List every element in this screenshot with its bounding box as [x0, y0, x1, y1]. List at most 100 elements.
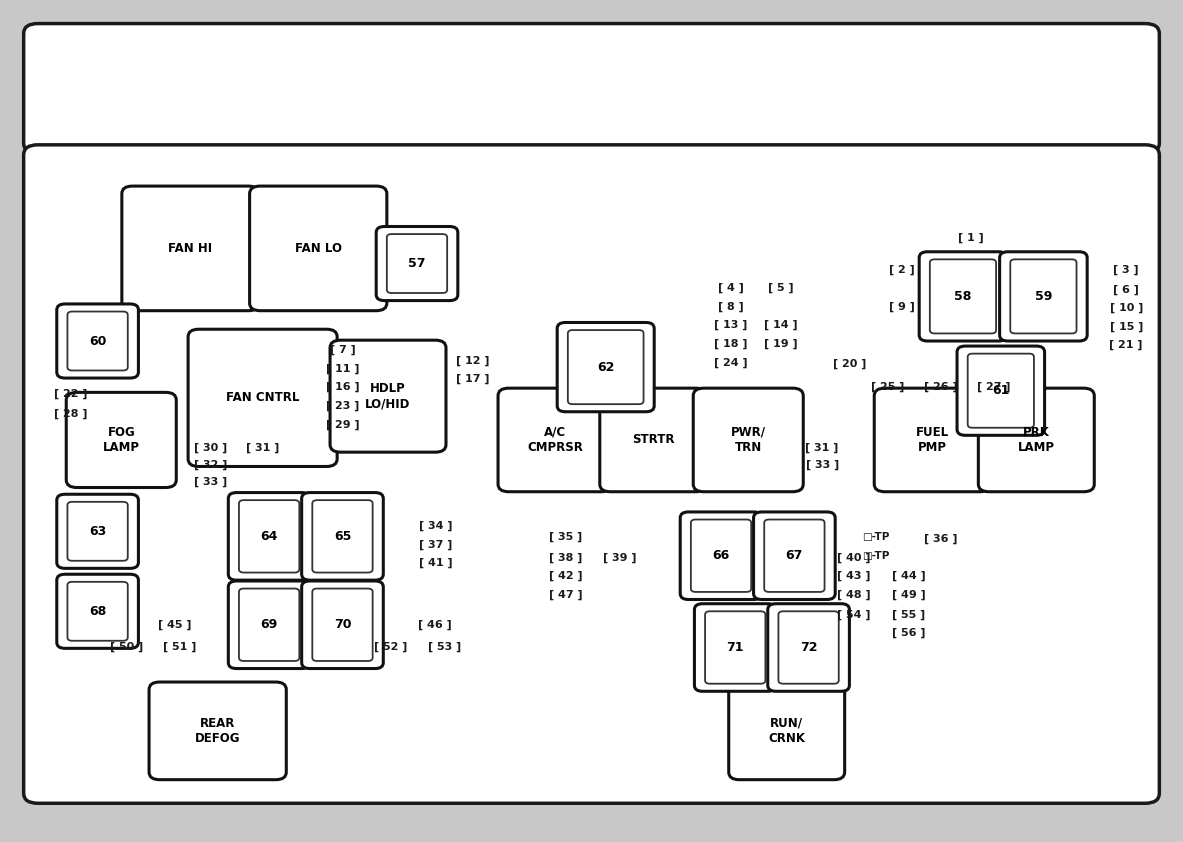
FancyBboxPatch shape	[239, 500, 299, 573]
FancyBboxPatch shape	[693, 388, 803, 492]
FancyBboxPatch shape	[228, 493, 310, 580]
Text: [ 48 ]: [ 48 ]	[838, 590, 871, 600]
Text: [ 1 ]: [ 1 ]	[958, 232, 984, 242]
FancyBboxPatch shape	[239, 589, 299, 661]
Text: [ 23 ]: [ 23 ]	[327, 401, 360, 411]
Text: [ 43 ]: [ 43 ]	[838, 571, 871, 581]
Text: [ 33 ]: [ 33 ]	[194, 477, 227, 487]
FancyBboxPatch shape	[67, 502, 128, 561]
Text: A/C
CMPRSR: A/C CMPRSR	[526, 426, 583, 454]
FancyBboxPatch shape	[957, 346, 1045, 435]
Text: [ 17 ]: [ 17 ]	[457, 374, 490, 384]
FancyBboxPatch shape	[768, 604, 849, 691]
Text: 69: 69	[260, 618, 278, 632]
Text: [ 11 ]: [ 11 ]	[327, 364, 360, 374]
FancyBboxPatch shape	[57, 494, 138, 568]
FancyBboxPatch shape	[568, 330, 644, 404]
FancyBboxPatch shape	[122, 186, 259, 311]
Text: [ 55 ]: [ 55 ]	[892, 610, 925, 620]
Text: [ 41 ]: [ 41 ]	[419, 558, 452, 568]
FancyBboxPatch shape	[24, 145, 1159, 803]
Text: 61: 61	[993, 384, 1009, 397]
Text: [ 3 ]: [ 3 ]	[1113, 264, 1139, 274]
Text: [ 2 ]: [ 2 ]	[888, 264, 914, 274]
FancyBboxPatch shape	[930, 259, 996, 333]
Text: [ 26 ]: [ 26 ]	[924, 382, 957, 392]
Text: FOG
LAMP: FOG LAMP	[103, 426, 140, 454]
FancyBboxPatch shape	[24, 24, 1159, 153]
Text: HDLP
LO/HID: HDLP LO/HID	[366, 382, 411, 410]
Text: [ 13 ]: [ 13 ]	[715, 320, 748, 330]
Text: [ 9 ]: [ 9 ]	[888, 301, 914, 312]
FancyBboxPatch shape	[67, 582, 128, 641]
FancyBboxPatch shape	[778, 611, 839, 684]
Text: [ 50 ]: [ 50 ]	[110, 642, 143, 652]
Text: [ 14 ]: [ 14 ]	[764, 320, 797, 330]
Text: [ 34 ]: [ 34 ]	[419, 521, 452, 531]
Text: □-TP: □-TP	[861, 551, 890, 561]
FancyBboxPatch shape	[57, 574, 138, 648]
Text: 57: 57	[408, 257, 426, 270]
FancyBboxPatch shape	[66, 392, 176, 488]
Text: FAN CNTRL: FAN CNTRL	[226, 392, 299, 404]
Text: PWR/
TRN: PWR/ TRN	[731, 426, 765, 454]
Text: REAR
DEFOG: REAR DEFOG	[195, 717, 240, 745]
Text: 60: 60	[89, 334, 106, 348]
Text: 58: 58	[955, 290, 971, 303]
Text: [ 31 ]: [ 31 ]	[246, 443, 279, 453]
FancyBboxPatch shape	[67, 312, 128, 370]
Text: [ 32 ]: [ 32 ]	[194, 460, 227, 470]
FancyBboxPatch shape	[330, 340, 446, 452]
FancyBboxPatch shape	[302, 493, 383, 580]
Text: [ 27 ]: [ 27 ]	[977, 382, 1010, 392]
Text: 68: 68	[89, 605, 106, 618]
Text: [ 22 ]: [ 22 ]	[54, 389, 88, 399]
FancyBboxPatch shape	[188, 329, 337, 466]
FancyBboxPatch shape	[312, 500, 373, 573]
Text: [ 28 ]: [ 28 ]	[54, 409, 88, 419]
Text: [ 4 ]: [ 4 ]	[718, 283, 744, 293]
FancyBboxPatch shape	[680, 512, 762, 600]
Text: [ 19 ]: [ 19 ]	[764, 338, 797, 349]
Text: FAN LO: FAN LO	[295, 242, 342, 255]
Text: [ 18 ]: [ 18 ]	[715, 338, 748, 349]
Text: 65: 65	[334, 530, 351, 543]
FancyBboxPatch shape	[764, 520, 825, 592]
Text: 66: 66	[712, 549, 730, 562]
FancyBboxPatch shape	[312, 589, 373, 661]
Text: [ 53 ]: [ 53 ]	[428, 642, 461, 652]
FancyBboxPatch shape	[729, 682, 845, 780]
FancyBboxPatch shape	[149, 682, 286, 780]
Text: 71: 71	[726, 641, 744, 654]
FancyBboxPatch shape	[978, 388, 1094, 492]
FancyBboxPatch shape	[694, 604, 776, 691]
Text: [ 56 ]: [ 56 ]	[892, 628, 925, 638]
Text: [ 39 ]: [ 39 ]	[603, 552, 636, 562]
Text: [ 6 ]: [ 6 ]	[1113, 285, 1139, 295]
Text: [ 7 ]: [ 7 ]	[330, 345, 356, 355]
Text: [ 12 ]: [ 12 ]	[457, 355, 490, 365]
Text: RUN/
CRNK: RUN/ CRNK	[768, 717, 806, 745]
Text: [ 5 ]: [ 5 ]	[768, 283, 794, 293]
Text: [ 30 ]: [ 30 ]	[194, 443, 227, 453]
Text: 70: 70	[334, 618, 351, 632]
Text: 64: 64	[260, 530, 278, 543]
Text: [ 24 ]: [ 24 ]	[715, 358, 748, 368]
Text: PRK
LAMP: PRK LAMP	[1017, 426, 1055, 454]
Text: FAN HI: FAN HI	[168, 242, 213, 255]
Text: [ 51 ]: [ 51 ]	[163, 642, 196, 652]
FancyBboxPatch shape	[376, 226, 458, 301]
FancyBboxPatch shape	[498, 388, 612, 492]
Text: [ 38 ]: [ 38 ]	[549, 552, 582, 562]
FancyBboxPatch shape	[600, 388, 706, 492]
Text: [ 21 ]: [ 21 ]	[1110, 340, 1143, 350]
FancyBboxPatch shape	[874, 388, 990, 492]
Text: [ 46 ]: [ 46 ]	[419, 620, 452, 630]
Text: 63: 63	[89, 525, 106, 538]
FancyBboxPatch shape	[557, 322, 654, 412]
FancyBboxPatch shape	[302, 581, 383, 669]
Text: 72: 72	[800, 641, 817, 654]
Text: [ 44 ]: [ 44 ]	[892, 571, 925, 581]
Text: [ 16 ]: [ 16 ]	[327, 382, 360, 392]
Text: [ 31 ]: [ 31 ]	[806, 443, 839, 453]
